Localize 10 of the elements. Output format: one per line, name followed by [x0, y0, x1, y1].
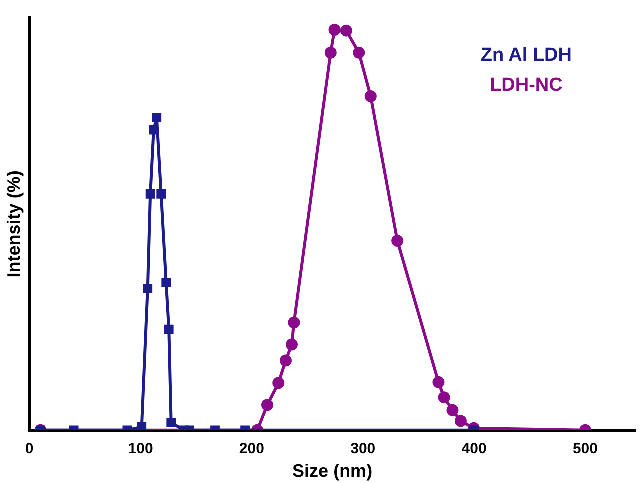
text: Zn Al LDH — [480, 45, 572, 66]
y-axis-title: Intensity (%) — [4, 170, 24, 278]
x-tick-label: 200 — [239, 440, 264, 458]
text: LDH-NC — [490, 75, 564, 96]
x-tick-label: 300 — [350, 440, 376, 458]
x-axis-title: Size (nm) — [292, 461, 373, 482]
x-tick-label: 0 — [25, 440, 34, 458]
x-tick-label: 100 — [128, 440, 154, 458]
x-tick-label: 500 — [572, 440, 598, 458]
x-tick-label: 400 — [462, 440, 487, 458]
